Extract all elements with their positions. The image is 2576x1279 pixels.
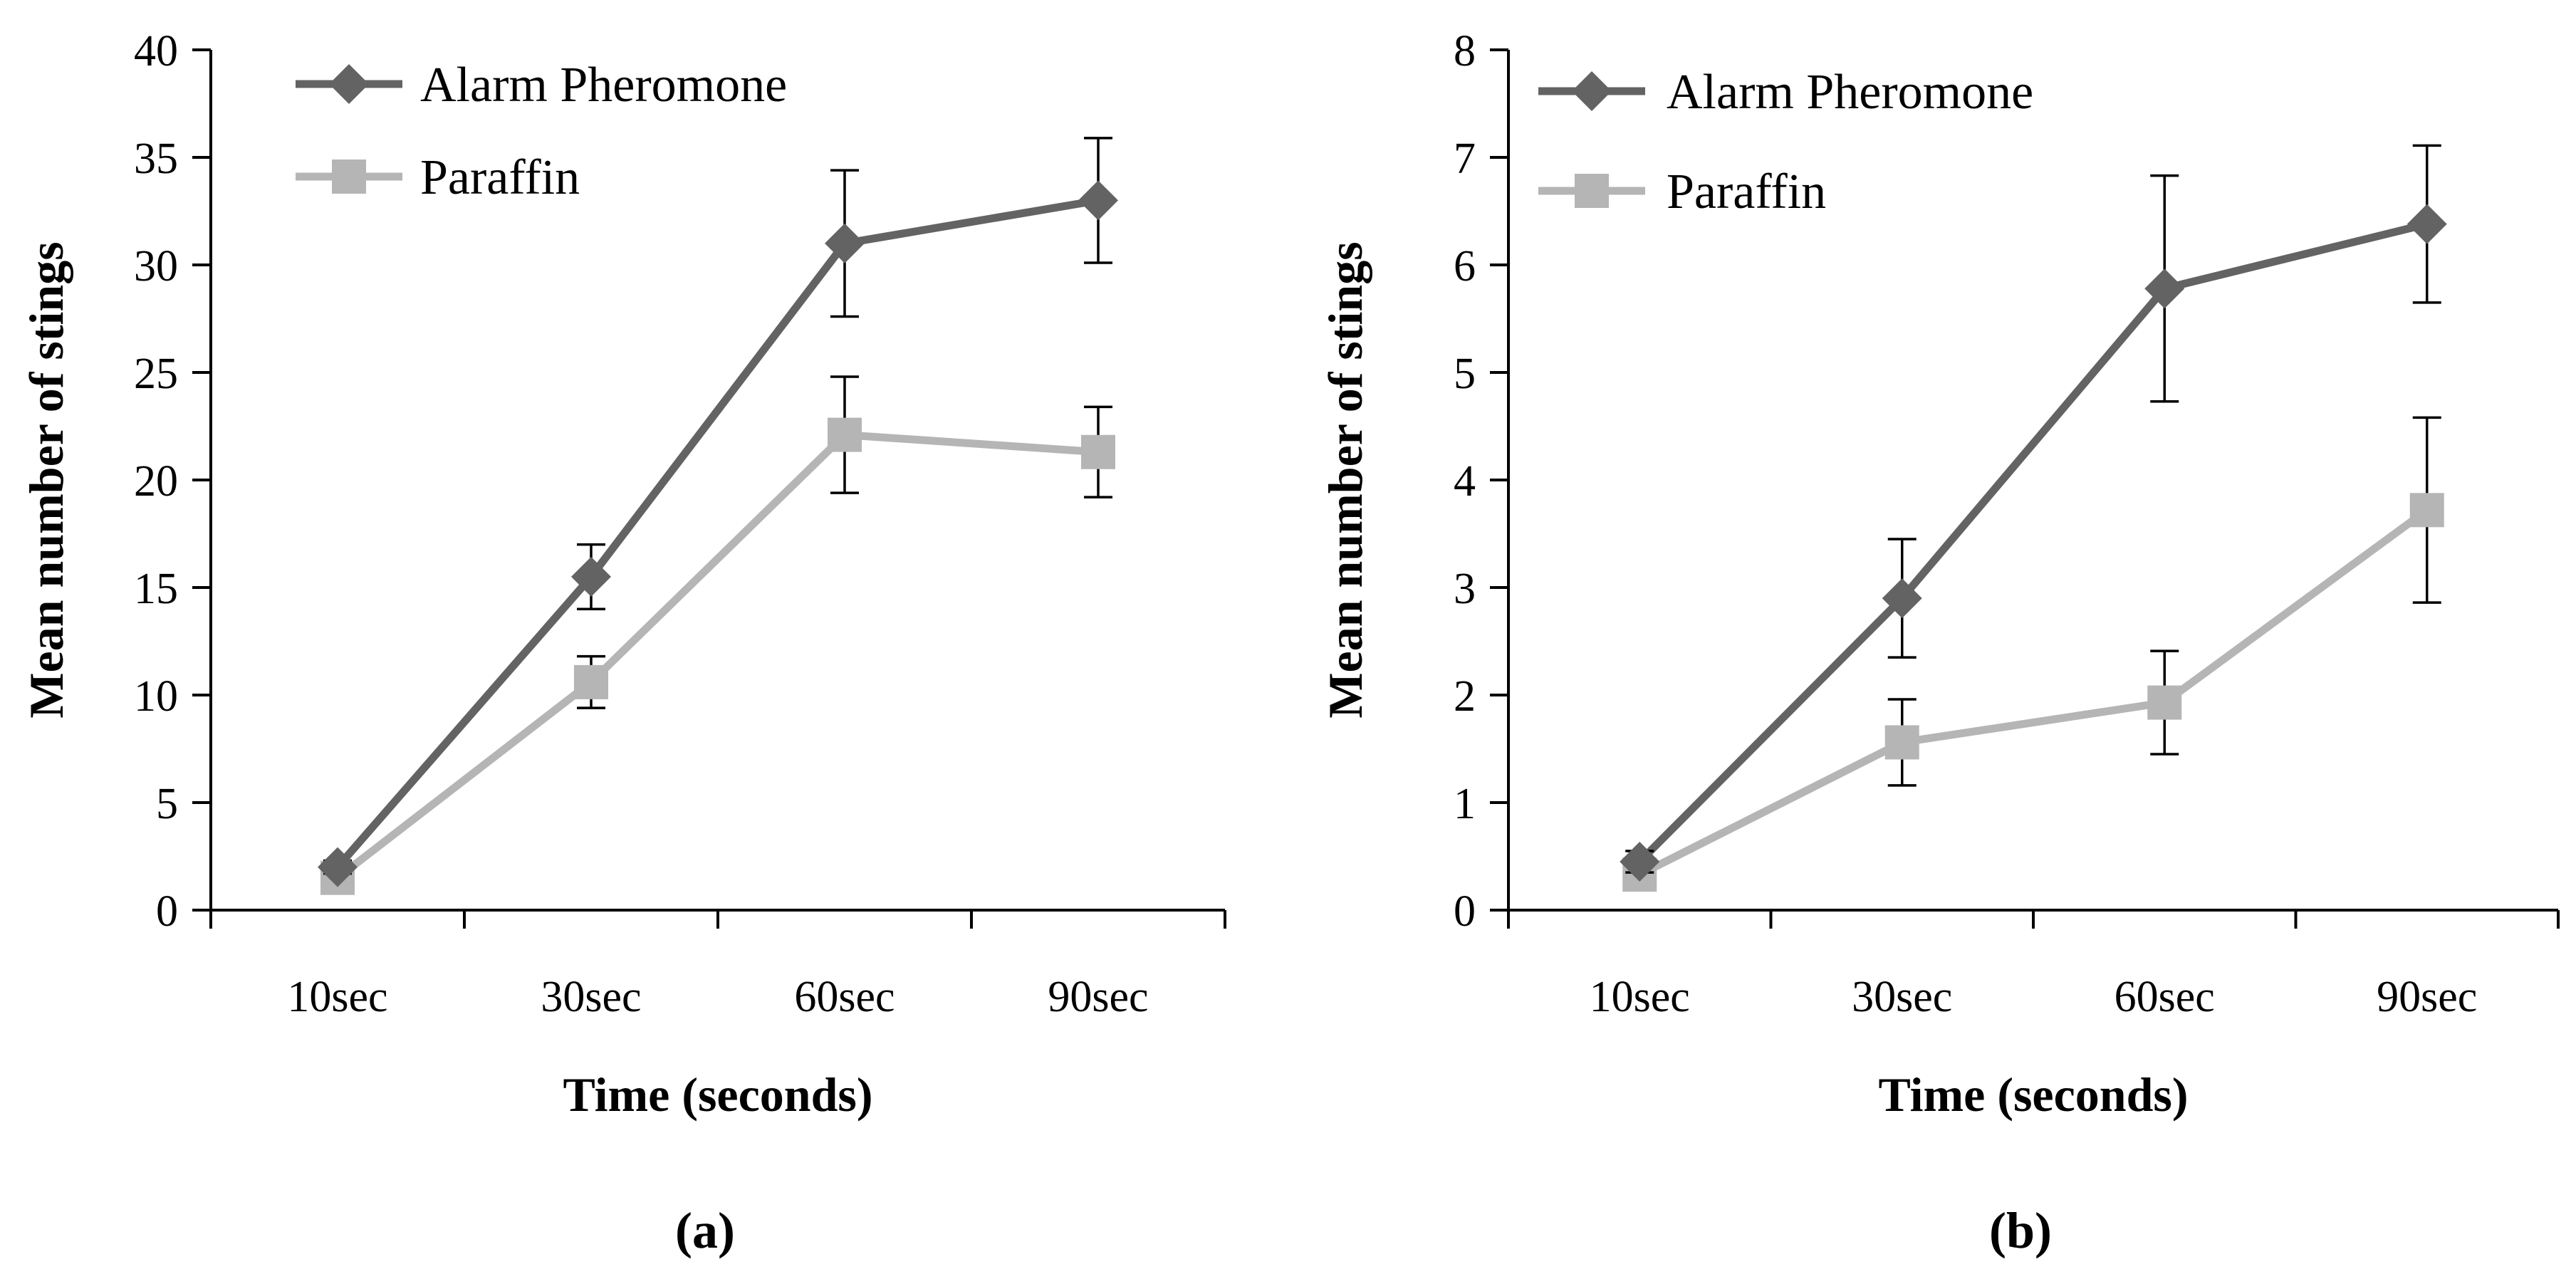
series-alarm-pheromone <box>1620 144 2447 882</box>
y-tick-label: 15 <box>134 565 178 613</box>
panel-label: (b) <box>1989 1202 2052 1259</box>
legend: Alarm Pheromone Paraffin <box>296 58 787 205</box>
data-point <box>1620 842 1660 882</box>
legend-swatch-marker <box>1572 71 1612 111</box>
x-tick-label: 60sec <box>794 973 895 1021</box>
y-tick-label: 25 <box>134 350 178 398</box>
x-tick-label: 10sec <box>1590 973 1690 1021</box>
x-tick-label: 10sec <box>287 973 387 1021</box>
chart-panel-b: 0 1 2 3 4 5 6 7 8 10sec 30sec 60sec 90sec Mean number… <box>1318 27 2560 1259</box>
data-point <box>1081 434 1115 469</box>
y-tick-label: 35 <box>134 135 178 183</box>
y-axis-title: Mean number of stings <box>19 241 73 718</box>
x-axis-title: Time (seconds) <box>563 1067 872 1122</box>
data-point <box>2406 204 2447 244</box>
data-point <box>318 847 358 887</box>
x-tick-label: 90sec <box>2377 973 2477 1021</box>
data-point <box>1884 725 1919 760</box>
y-axis-title: Mean number of stings <box>1318 241 1372 718</box>
y-tick-label: 0 <box>1454 887 1476 936</box>
chart-panel-a: 0 5 10 15 20 25 30 35 40 10sec 30sec 60sec 90sec Mean… <box>19 27 1226 1259</box>
legend-item: Paraffin <box>296 150 580 205</box>
y-tick-label: 10 <box>134 672 178 721</box>
legend-item: Alarm Pheromone <box>1538 65 2033 120</box>
series-line <box>1637 506 2430 879</box>
data-point <box>1078 180 1118 221</box>
y-tick-label: 5 <box>1454 350 1476 398</box>
legend-swatch-marker <box>329 64 369 104</box>
x-tick-label: 30sec <box>1852 973 1952 1021</box>
legend-item: Alarm Pheromone <box>296 58 787 113</box>
data-point <box>2409 493 2444 528</box>
data-point <box>574 664 608 699</box>
series-line <box>1637 220 2429 865</box>
y-tick-label: 20 <box>134 457 178 506</box>
legend-item: Paraffin <box>1538 165 1826 219</box>
data-point <box>828 417 862 452</box>
legend-label: Alarm Pheromone <box>1667 65 2033 120</box>
y-tick-label: 5 <box>156 780 178 828</box>
y-tick-label: 3 <box>1454 565 1476 613</box>
y-tick-label: 4 <box>1454 457 1476 506</box>
legend: Alarm Pheromone Paraffin <box>1538 65 2033 219</box>
data-point <box>571 556 611 597</box>
y-tick-label: 7 <box>1454 135 1476 183</box>
legend-label: Alarm Pheromone <box>420 58 787 113</box>
legend-label: Paraffin <box>1667 165 1826 219</box>
y-tick-label: 1 <box>1454 780 1476 828</box>
x-axis-title: Time (seconds) <box>1878 1067 2188 1122</box>
y-tick-label: 30 <box>134 242 178 291</box>
y-tick-label: 40 <box>134 27 178 75</box>
x-tick-label: 90sec <box>1048 973 1148 1021</box>
y-tick-label: 0 <box>156 887 178 936</box>
legend-label: Paraffin <box>420 150 580 205</box>
y-tick-label: 8 <box>1454 27 1476 75</box>
data-point <box>825 223 865 263</box>
y-tick-label: 2 <box>1454 672 1476 721</box>
data-point <box>2147 685 2182 720</box>
panel-label: (a) <box>675 1202 735 1259</box>
x-tick-label: 30sec <box>541 973 641 1021</box>
series-line <box>335 431 1099 882</box>
series-paraffin <box>1622 416 2444 892</box>
series-line <box>334 196 1099 870</box>
series-alarm-pheromone <box>318 137 1118 887</box>
legend-swatch-marker <box>1575 174 1609 208</box>
series-paraffin <box>320 375 1115 895</box>
y-tick-label: 6 <box>1454 242 1476 291</box>
data-point <box>2144 268 2185 309</box>
x-tick-label: 60sec <box>2114 973 2215 1021</box>
legend-swatch-marker <box>332 160 366 194</box>
data-point <box>1882 578 1922 619</box>
